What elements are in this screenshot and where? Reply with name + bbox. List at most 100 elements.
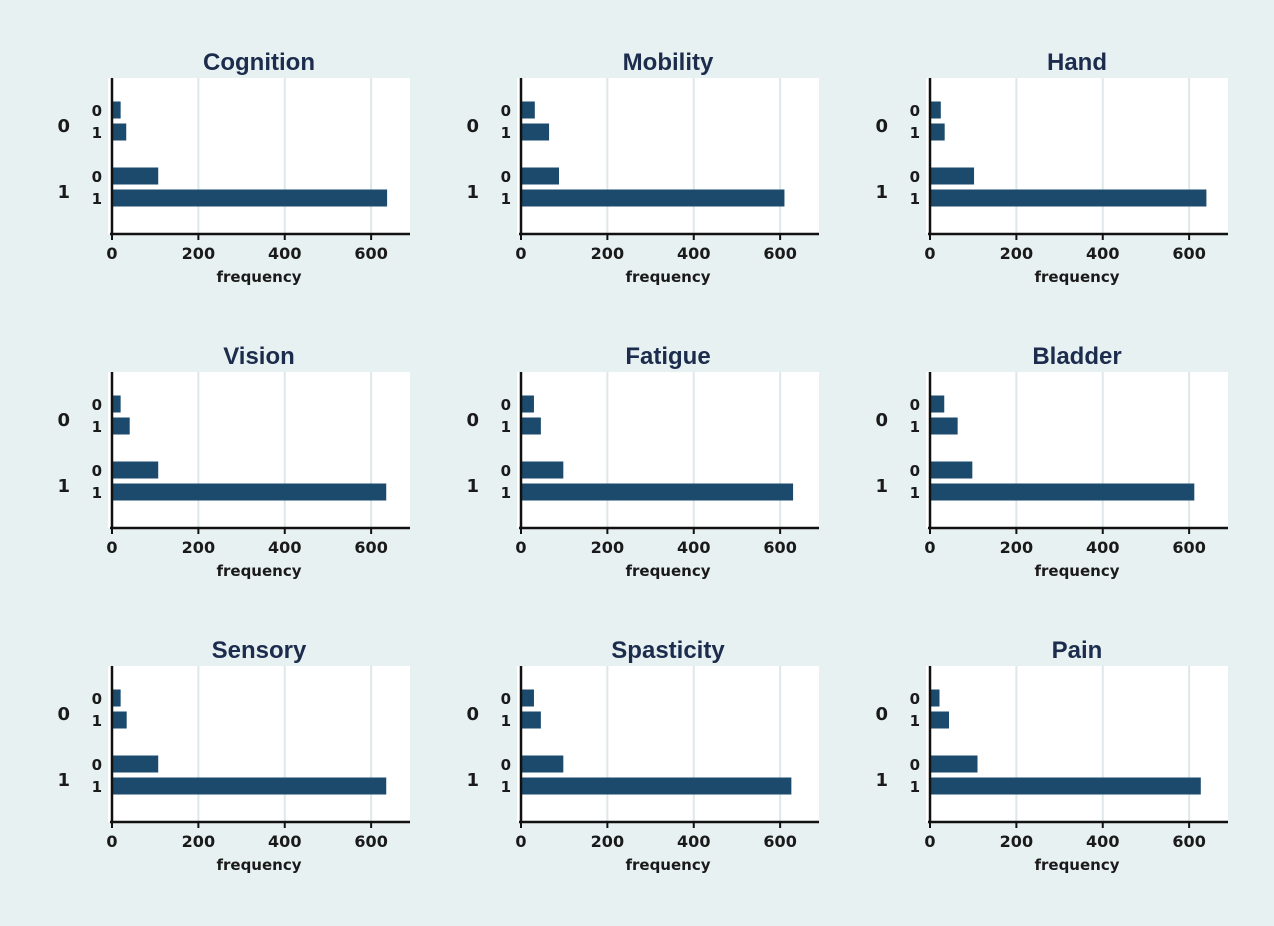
x-tick-label: 400: [268, 244, 301, 263]
plot-area: [108, 78, 410, 234]
bar: [930, 167, 975, 185]
x-tick-label: 200: [182, 244, 215, 263]
chart-panel-hand: 0 1 0 0 1 1 0 200 400 600 frequency Hand: [875, 49, 1228, 286]
x-tick-label: 600: [354, 832, 387, 851]
x-tick-label: 400: [268, 538, 301, 557]
category-label: 1: [501, 778, 511, 796]
x-tick-label: 200: [182, 832, 215, 851]
bar: [930, 123, 945, 141]
category-label: 1: [92, 124, 102, 142]
category-label: 1: [910, 778, 920, 796]
plot-area: [926, 372, 1228, 528]
group-label: 1: [466, 770, 479, 791]
x-tick-label: 400: [677, 538, 710, 557]
chart-panel-vision: 0 1 0 0 1 1 0 200 400 600 frequency Vision: [57, 343, 410, 580]
bar: [112, 189, 388, 207]
group-label: 1: [466, 476, 479, 497]
bar: [930, 189, 1207, 207]
group-label: 0: [466, 116, 479, 137]
category-label: 0: [501, 756, 511, 774]
bar: [112, 167, 159, 185]
category-label: 1: [501, 190, 511, 208]
bar: [930, 483, 1195, 501]
category-label: 0: [910, 396, 920, 414]
plot-area: [108, 666, 410, 822]
x-tick-label: 600: [1172, 538, 1205, 557]
category-label: 0: [501, 168, 511, 186]
category-label: 1: [92, 712, 102, 730]
category-label: 0: [92, 462, 102, 480]
category-label: 1: [92, 484, 102, 502]
category-label: 0: [92, 396, 102, 414]
x-tick-label: 600: [354, 538, 387, 557]
panel-title: Sensory: [212, 637, 307, 664]
bar: [112, 689, 121, 707]
x-tick-label: 600: [763, 538, 796, 557]
category-label: 0: [910, 462, 920, 480]
bar: [521, 101, 535, 119]
x-tick-label: 400: [1086, 538, 1119, 557]
plot-area: [108, 372, 410, 528]
category-label: 1: [501, 484, 511, 502]
category-label: 1: [501, 124, 511, 142]
bar: [930, 689, 940, 707]
category-label: 1: [910, 124, 920, 142]
category-label: 1: [501, 418, 511, 436]
chart-panel-fatigue: 0 1 0 0 1 1 0 200 400 600 frequency Fatigue: [466, 343, 819, 580]
group-label: 0: [57, 410, 70, 431]
bar: [112, 777, 387, 795]
x-axis-title: frequency: [216, 268, 301, 286]
x-tick-label: 600: [763, 832, 796, 851]
panel-title: Fatigue: [625, 343, 710, 370]
bar: [521, 711, 541, 729]
x-tick-label: 200: [1000, 832, 1033, 851]
group-label: 1: [57, 182, 70, 203]
x-tick-label: 200: [1000, 538, 1033, 557]
group-label: 1: [875, 476, 888, 497]
category-label: 0: [92, 756, 102, 774]
category-label: 0: [501, 462, 511, 480]
bar: [521, 689, 534, 707]
bar: [521, 461, 564, 479]
plot-area: [926, 78, 1228, 234]
group-label: 0: [875, 410, 888, 431]
plot-area: [517, 78, 819, 234]
panel-title: Spasticity: [611, 637, 725, 664]
panel-title: Cognition: [203, 49, 315, 76]
category-label: 0: [92, 168, 102, 186]
x-tick-label: 400: [677, 832, 710, 851]
bar: [521, 167, 560, 185]
x-tick-label: 400: [1086, 832, 1119, 851]
category-label: 0: [910, 102, 920, 120]
bar: [521, 395, 534, 413]
group-label: 0: [466, 410, 479, 431]
bar: [930, 417, 958, 435]
x-tick-label: 600: [1172, 832, 1205, 851]
bar: [112, 101, 121, 119]
bar: [521, 777, 792, 795]
bar: [521, 189, 785, 207]
group-label: 0: [466, 704, 479, 725]
category-label: 0: [501, 396, 511, 414]
panel-title: Bladder: [1032, 343, 1121, 370]
group-label: 1: [875, 770, 888, 791]
category-label: 1: [92, 418, 102, 436]
group-label: 0: [57, 116, 70, 137]
panel-title: Mobility: [623, 49, 714, 76]
group-label: 1: [57, 476, 70, 497]
panel-title: Pain: [1052, 637, 1103, 664]
x-axis-title: frequency: [216, 856, 301, 874]
category-label: 0: [92, 102, 102, 120]
x-tick-label: 0: [924, 832, 935, 851]
bar: [930, 755, 978, 773]
category-label: 0: [501, 690, 511, 708]
bar: [112, 417, 130, 435]
bar: [930, 711, 950, 729]
x-axis-title: frequency: [625, 562, 710, 580]
x-axis-title: frequency: [1034, 856, 1119, 874]
category-label: 0: [92, 690, 102, 708]
category-label: 0: [501, 102, 511, 120]
x-tick-label: 600: [763, 244, 796, 263]
bar: [112, 711, 127, 729]
